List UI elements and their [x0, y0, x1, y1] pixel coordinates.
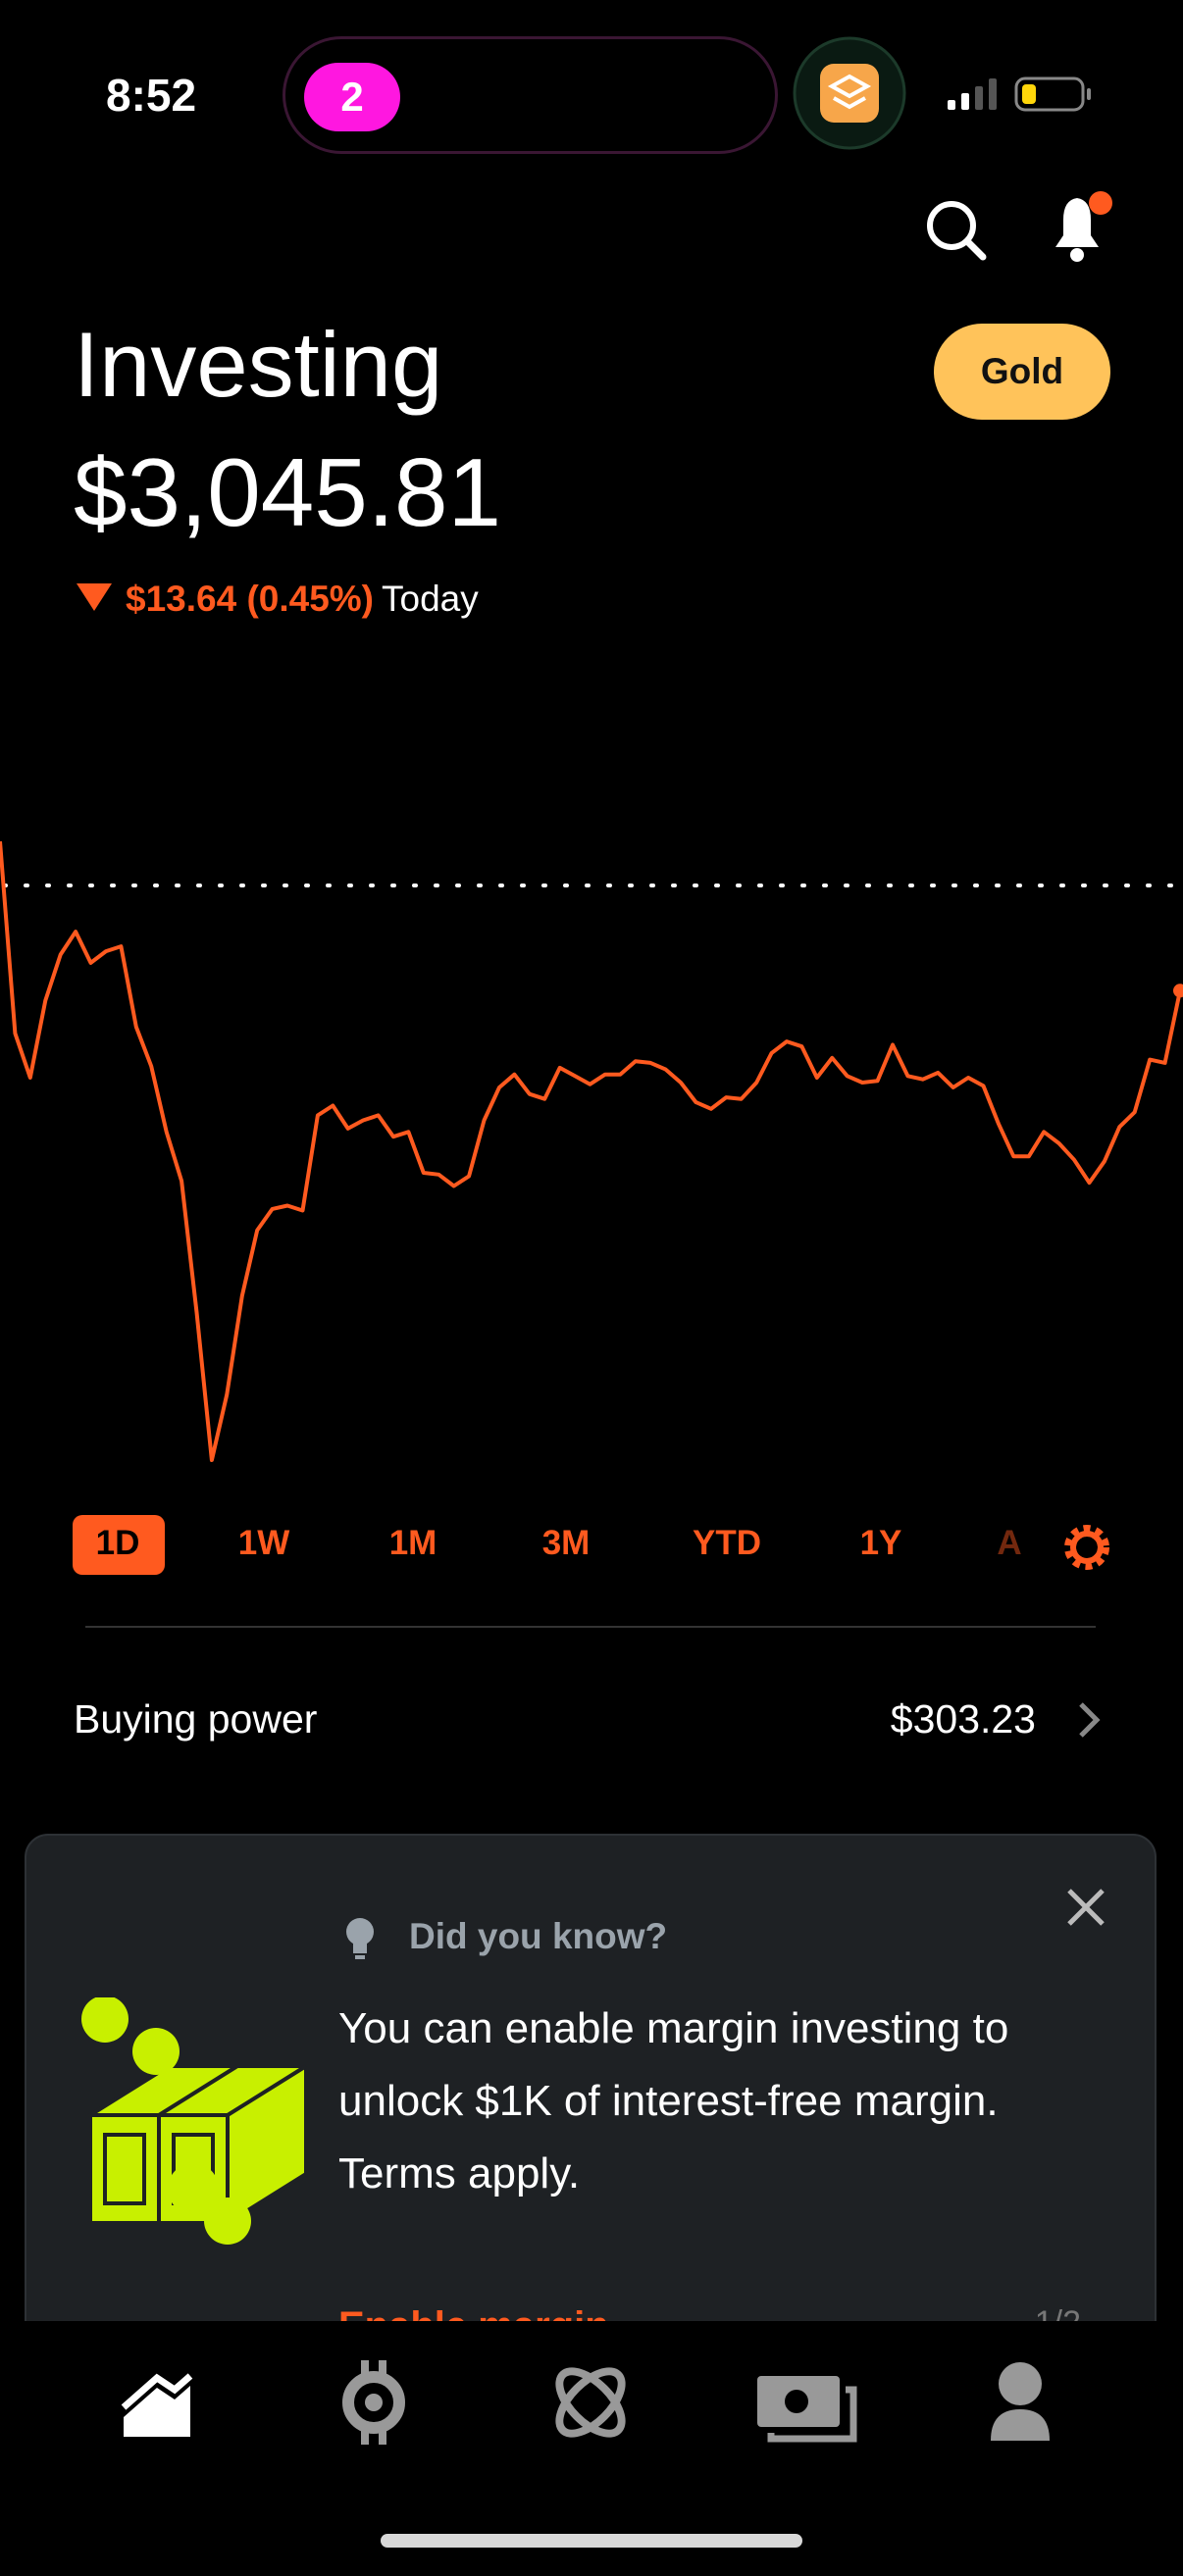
divider [85, 1626, 1096, 1628]
top-actions [927, 191, 1112, 262]
status-icons [793, 36, 1091, 150]
down-arrow [77, 583, 112, 611]
range-tab[interactable]: 1D [95, 1524, 140, 1562]
range-tab[interactable]: 3M [541, 1524, 591, 1562]
close-icon[interactable] [1061, 1883, 1110, 1932]
tip-card: Did you know? You can enable margin inve… [25, 1834, 1157, 2344]
dynamic-island [283, 36, 778, 154]
island-badge[interactable]: 2 [304, 63, 400, 131]
change-row: $13.64 (0.45%) Today [77, 579, 479, 620]
search-icon[interactable] [927, 201, 987, 261]
tab-account[interactable] [991, 2362, 1050, 2441]
selected-range [73, 1515, 165, 1575]
tab-icons [121, 2360, 1050, 2445]
home-indicator [381, 2534, 802, 2548]
card-body-line: You can enable margin investing to [338, 2004, 1009, 2052]
tab-explore[interactable] [549, 2361, 633, 2445]
buying-power-label[interactable]: Buying power [74, 1696, 318, 1742]
range-tab[interactable]: 1W [237, 1524, 290, 1562]
price-line [0, 840, 1182, 1462]
page-title: Investing [74, 313, 443, 416]
tab-crypto[interactable] [342, 2360, 405, 2445]
notification-icon[interactable] [1055, 191, 1112, 262]
card-body-line: unlock $1K of interest-free margin. [338, 2077, 999, 2125]
chart-settings[interactable] [1059, 1520, 1114, 1575]
illustration [81, 1997, 308, 2245]
chart [0, 840, 1183, 1462]
tab-bar [0, 2321, 1183, 2571]
chevron [1079, 1702, 1101, 1738]
bulb-icon [346, 1918, 374, 1959]
change-period: Today [382, 579, 479, 619]
range-tab[interactable]: 1Y [859, 1524, 902, 1562]
portfolio-value: $3,045.81 [74, 438, 501, 546]
buying-power-value[interactable]: $303.23 [890, 1696, 1036, 1742]
tab-transfers[interactable] [757, 2376, 857, 2443]
range-tab[interactable]: 1M [388, 1524, 437, 1562]
card-body-line: Terms apply. [338, 2149, 581, 2197]
status-time: 8:52 [106, 70, 197, 121]
range-tab[interactable]: YTD [693, 1524, 761, 1562]
gold-button[interactable]: Gold [934, 324, 1110, 420]
card-heading: Did you know? [409, 1916, 668, 1956]
change-amount: $13.64 (0.45%) [126, 579, 375, 619]
tab-investing[interactable] [121, 2373, 193, 2437]
current-point [1173, 984, 1183, 998]
range-tab[interactable]: A [997, 1524, 1022, 1562]
